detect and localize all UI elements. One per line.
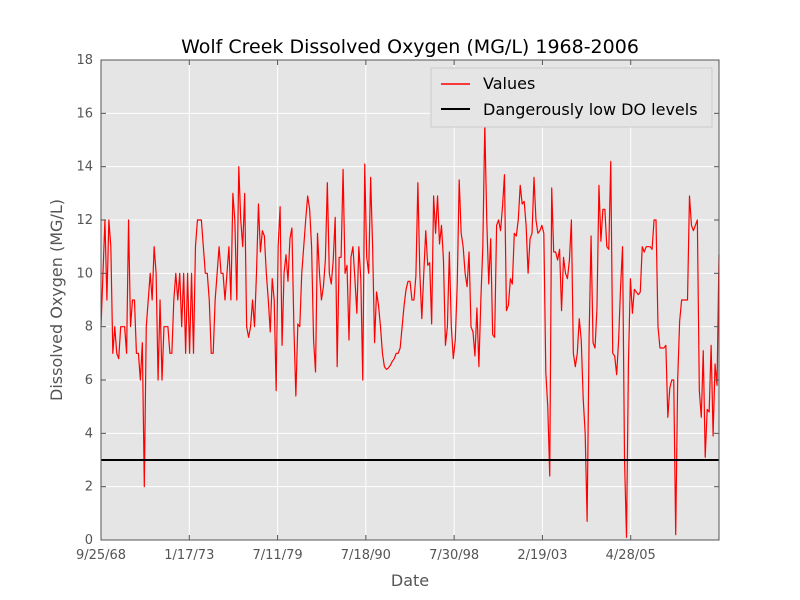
series-layer <box>100 123 720 538</box>
y-tick-label: 14 <box>76 160 93 175</box>
y-tick-label: 16 <box>76 106 93 121</box>
x-tick-label: 7/30/98 <box>429 548 479 563</box>
plot-area <box>101 60 719 540</box>
chart-title: Wolf Creek Dissolved Oxygen (MG/L) 1968-… <box>181 36 639 58</box>
x-tick-label: 1/17/73 <box>164 548 214 563</box>
y-axis-title: Dissolved Oxygen (MG/L) <box>47 199 66 401</box>
x-tick-label: 7/18/90 <box>341 548 391 563</box>
y-tick-label: 2 <box>85 480 93 495</box>
x-tick-label: 4/28/05 <box>606 548 656 563</box>
legend-label-threshold: Dangerously low DO levels <box>483 100 698 119</box>
legend-label-values: Values <box>483 74 535 93</box>
x-tick-label: 7/11/79 <box>253 548 303 563</box>
y-tick-label: 6 <box>85 373 93 388</box>
x-axis-title: Date <box>391 571 429 590</box>
y-tick-label: 10 <box>76 266 93 281</box>
y-tick-label: 0 <box>85 533 93 548</box>
x-tick-label: 9/25/68 <box>76 548 126 563</box>
y-tick-label: 8 <box>85 320 93 335</box>
legend: Values Dangerously low DO levels <box>430 67 713 128</box>
legend-box <box>430 67 713 128</box>
plot-frame <box>100 59 720 541</box>
series-line-values <box>100 123 720 538</box>
x-tick-label: 2/19/03 <box>517 548 567 563</box>
y-tick-label: 12 <box>76 213 93 228</box>
axes: 0 2 4 6 8 10 12 14 16 18 9/25/68 1/17/73 7/11/79 7/18… <box>76 53 720 563</box>
y-tick-label: 4 <box>85 426 93 441</box>
y-tick-label: 18 <box>76 53 93 68</box>
